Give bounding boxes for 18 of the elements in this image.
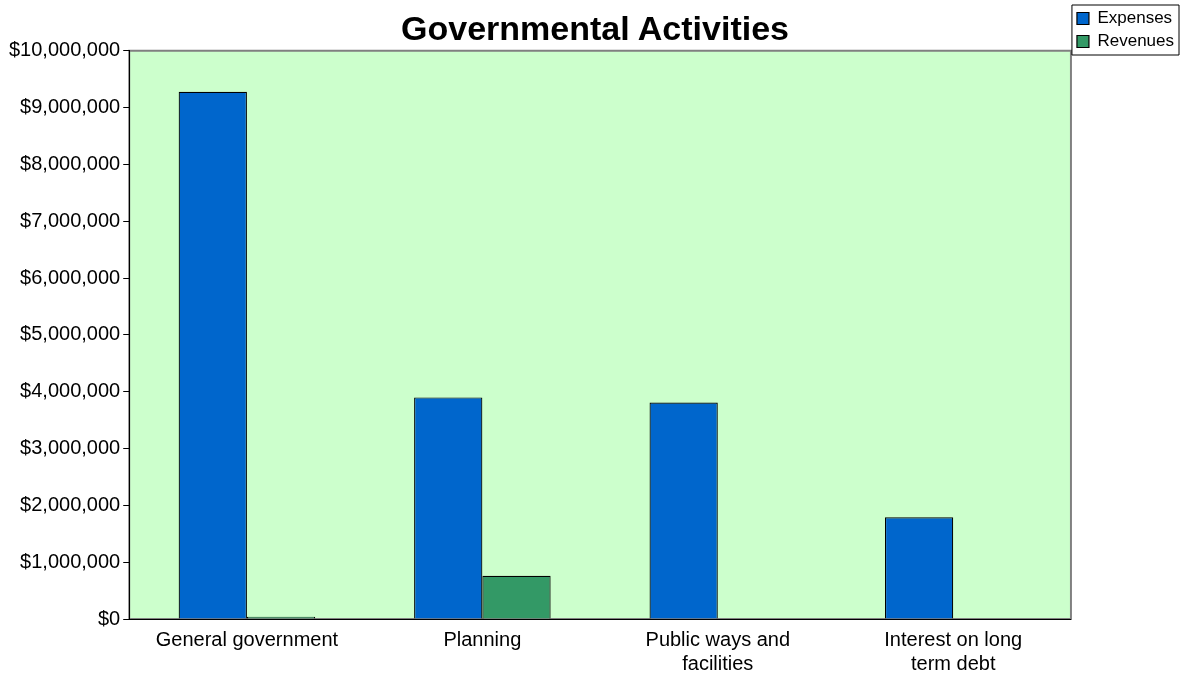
y-tick-label: $10,000,000 bbox=[8, 38, 121, 61]
x-tick-label: Public ways and facilities bbox=[645, 627, 791, 674]
y-tick-label: $7,000,000 bbox=[20, 208, 121, 231]
y-tick-label: $6,000,000 bbox=[20, 265, 121, 288]
x-tick-label: General government bbox=[155, 627, 339, 650]
y-tick-label: $3,000,000 bbox=[20, 436, 121, 459]
legend-label: Revenues bbox=[1097, 31, 1175, 51]
y-tick-label: $2,000,000 bbox=[20, 492, 121, 515]
x-tick-label: Planning bbox=[443, 627, 522, 650]
legend-label: Expenses bbox=[1097, 8, 1173, 28]
y-tick-label: $0 bbox=[97, 606, 121, 629]
y-tick-label: $8,000,000 bbox=[20, 151, 121, 174]
y-tick-label: $4,000,000 bbox=[20, 379, 121, 402]
chart-title: Governmental Activities bbox=[401, 8, 789, 47]
y-tick-label: $9,000,000 bbox=[20, 95, 121, 118]
y-tick-label: $5,000,000 bbox=[20, 322, 121, 345]
y-tick-label: $1,000,000 bbox=[20, 549, 121, 572]
x-tick-label: Interest on long term debt bbox=[884, 627, 1023, 674]
